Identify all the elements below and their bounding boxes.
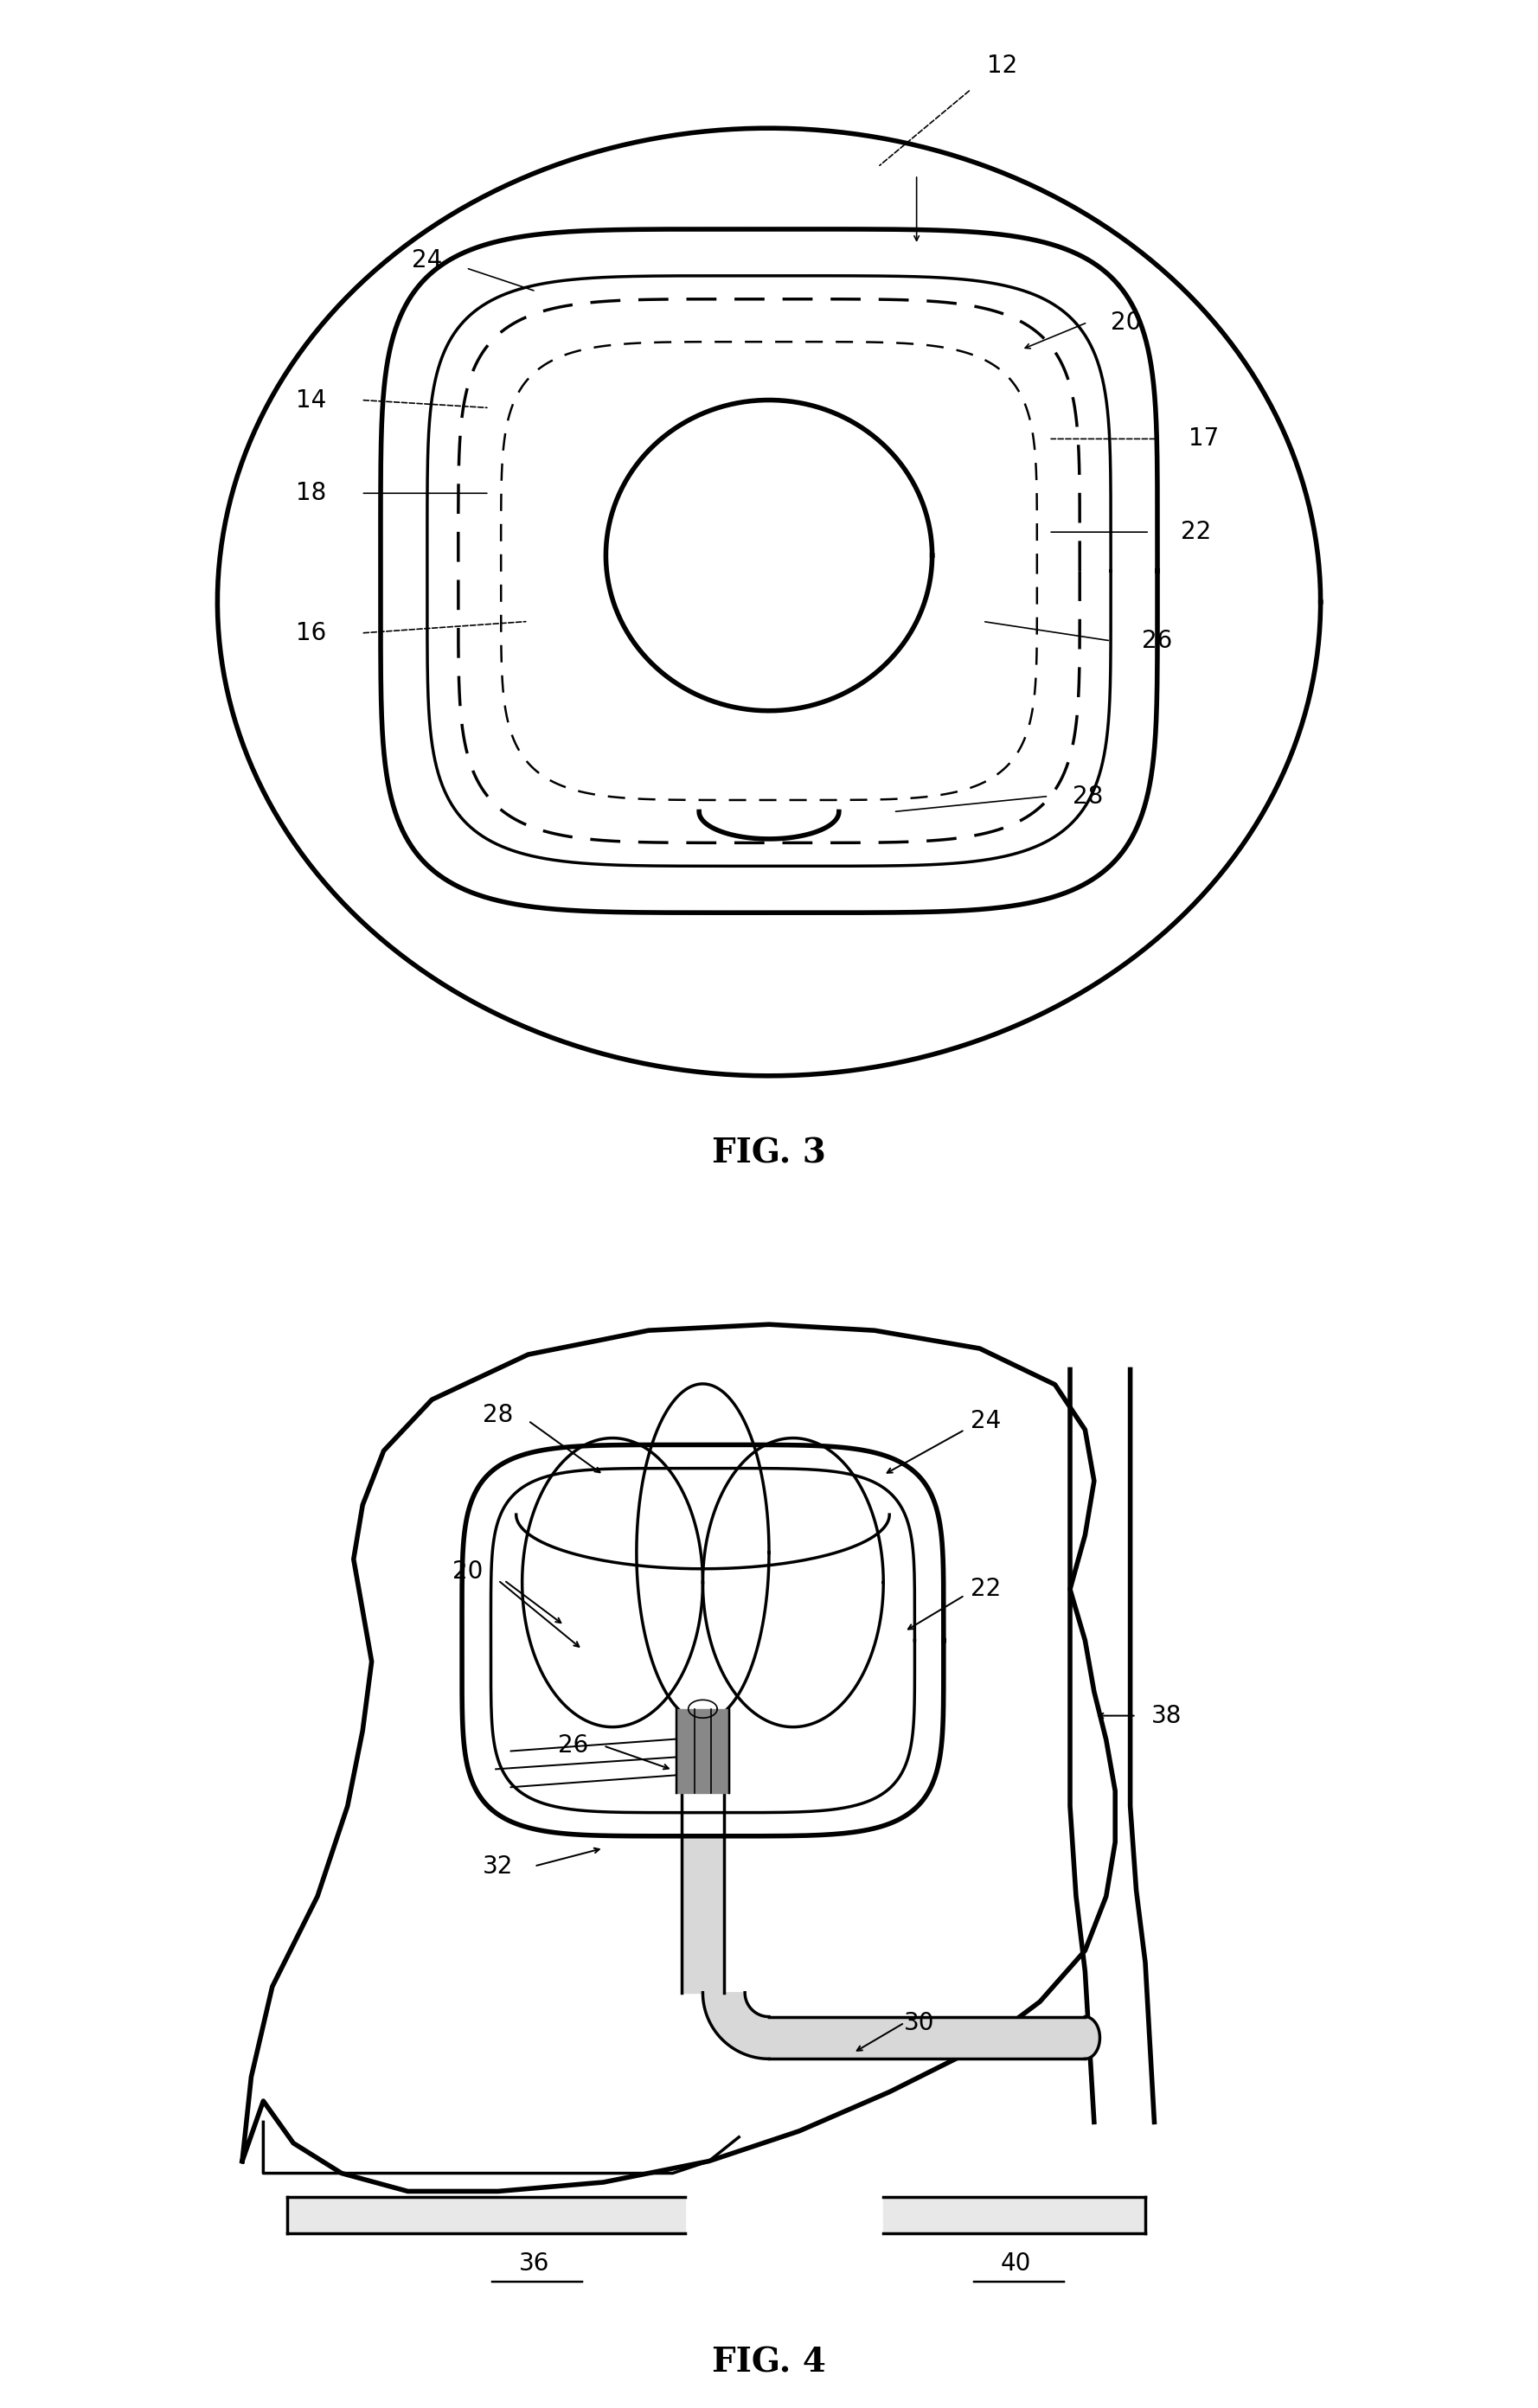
Polygon shape — [681, 1794, 724, 1994]
Text: 20: 20 — [1110, 311, 1141, 335]
Text: 12: 12 — [987, 53, 1017, 77]
Text: 22: 22 — [1181, 520, 1212, 544]
Text: 36: 36 — [518, 2251, 549, 2276]
Text: 18: 18 — [295, 482, 326, 506]
Text: 24: 24 — [970, 1409, 1001, 1433]
Polygon shape — [703, 1994, 769, 2059]
Polygon shape — [217, 128, 1321, 1076]
Text: 28: 28 — [1072, 785, 1103, 809]
Polygon shape — [606, 400, 932, 710]
Polygon shape — [883, 2196, 1146, 2235]
Text: 24: 24 — [412, 248, 443, 272]
Polygon shape — [380, 229, 1158, 913]
Polygon shape — [241, 1324, 1115, 2191]
Text: 20: 20 — [452, 1558, 483, 1584]
Text: 16: 16 — [295, 621, 326, 645]
Polygon shape — [288, 2196, 684, 2235]
Polygon shape — [769, 2018, 1086, 2059]
Polygon shape — [1086, 2018, 1100, 2059]
Text: FIG. 4: FIG. 4 — [712, 2345, 826, 2379]
Text: 26: 26 — [1143, 628, 1172, 653]
Text: FIG. 3: FIG. 3 — [712, 1137, 826, 1170]
Polygon shape — [677, 1710, 729, 1794]
Text: 32: 32 — [483, 1854, 514, 1878]
Text: 17: 17 — [1189, 426, 1220, 450]
Text: 22: 22 — [970, 1577, 1001, 1601]
Text: 30: 30 — [904, 2011, 935, 2035]
Text: 14: 14 — [295, 388, 326, 412]
Text: 28: 28 — [483, 1401, 514, 1428]
Text: 26: 26 — [558, 1734, 589, 1758]
Polygon shape — [461, 1445, 944, 1835]
Text: 38: 38 — [1150, 1702, 1181, 1729]
Text: 40: 40 — [1001, 2251, 1030, 2276]
